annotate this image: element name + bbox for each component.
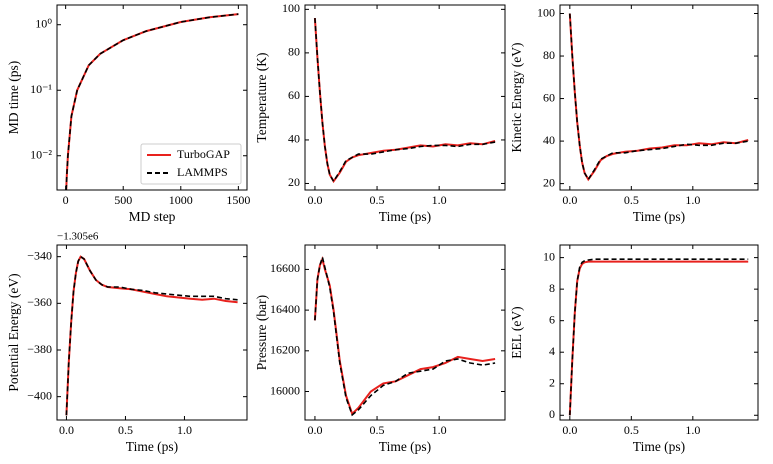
subplot: 0.0 0.5 1.0 16000 16200 16400 16600 Time (ps) Pr… [254,244,506,454]
y-tick-label: 20 [288,175,300,189]
y-axis-label: EEL (eV) [509,306,524,358]
data-line [568,260,749,416]
x-axis-label: MD step [129,209,176,224]
y-axis-label: Potential Energy (eV) [6,273,21,391]
y-tick-label: 16000 [270,383,300,397]
offset-text: −1.305e6 [57,231,99,243]
y-tick-label: −380 [27,342,52,356]
y-tick-label: 2 [549,375,555,389]
y-tick-label: −360 [27,295,52,309]
x-axis-label: Time (ps) [126,439,178,454]
y-tick-label: 0 [549,407,555,421]
y-tick-label: 10⁰ [35,16,52,30]
x-tick-label: 1.0 [685,193,700,207]
y-tick-label: 60 [288,88,300,102]
y-tick-label: 80 [543,48,555,62]
y-axis-label: Pressure (bar) [254,295,269,370]
x-tick-label: 1.0 [432,193,447,207]
x-tick-label: 0.0 [307,423,322,437]
x-tick-label: 0 [63,193,69,207]
x-tick-label: 500 [114,193,132,207]
data-line [569,13,749,181]
subplot: 0.0 0.5 1.0 20 40 60 80 100 Time (ps) Kinetic Ene… [509,4,759,224]
axes-frame [304,4,506,191]
y-tick-label: 16400 [270,302,300,316]
x-tick-label: 0.5 [370,423,385,437]
subplot: 0.0 0.5 1.0 −400 −380 −360 −340 Time (ps) Potent… [6,231,248,454]
x-axis-label: Time (ps) [379,439,431,454]
x-tick-label: 0.0 [59,423,74,437]
y-tick-label: 6 [549,312,555,326]
y-tick-label: 16600 [270,261,300,275]
axes-frame [56,4,248,191]
data-line [568,13,749,182]
data-line [65,255,238,416]
axes-frame [559,4,759,191]
x-tick-label: 0.5 [370,193,385,207]
x-tick-label: 1.0 [177,423,192,437]
y-tick-label: 100 [282,1,300,15]
y-axis-label: MD time (ps) [6,61,21,135]
y-axis-label: Temperature (K) [254,52,269,142]
y-tick-label: 60 [543,90,555,104]
y-tick-label: 20 [543,175,555,189]
axes-frame [56,244,248,421]
x-tick-label: 0.5 [624,193,639,207]
y-tick-label: 40 [288,132,300,146]
subplot: 0.0 0.5 1.0 20 40 60 80 100 Time (ps) Temperature… [254,1,506,224]
x-tick-label: 1000 [169,193,193,207]
data-line [314,254,496,417]
y-tick-label: −400 [27,388,52,402]
x-axis-label: Time (ps) [633,439,685,454]
data-line [313,18,496,184]
data-line [569,258,749,416]
x-tick-label: 0.0 [562,423,577,437]
subplot: 0.0 0.5 1.0 0 2 4 6 8 10 Time (ps) EEL (eV) [509,244,759,454]
x-tick-label: 1.0 [432,423,447,437]
data-line [313,255,496,416]
subplot: 0 500 1000 1500 10⁻² 10⁻¹ 10⁰ MD step MD time (p… [6,4,250,224]
x-tick-label: 0.0 [562,193,577,207]
x-axis-label: Time (ps) [633,209,685,224]
x-tick-label: 1.0 [685,423,700,437]
data-line [65,13,239,191]
x-tick-label: 0.5 [624,423,639,437]
data-line [314,18,496,183]
y-tick-label: 10 [543,249,555,263]
legend-label: LAMMPS [177,165,228,179]
y-tick-label: 40 [543,133,555,147]
y-tick-label: 16200 [270,343,300,357]
y-tick-label: 10⁻¹ [30,82,52,96]
x-axis-label: Time (ps) [379,209,431,224]
y-tick-label: 4 [549,344,555,358]
x-tick-label: 0.0 [307,193,322,207]
y-tick-label: 8 [549,281,555,295]
x-tick-label: 1500 [226,193,250,207]
axes-frame [304,244,506,421]
y-tick-label: 80 [288,45,300,59]
y-tick-label: 100 [537,5,555,19]
data-line [65,255,238,416]
x-tick-label: 0.5 [118,423,133,437]
y-tick-label: −340 [27,248,52,262]
y-tick-label: 10⁻² [30,147,52,161]
axes-frame [559,244,759,421]
y-axis-label: Kinetic Energy (eV) [509,43,524,153]
legend-label: TurboGAP [177,147,230,161]
